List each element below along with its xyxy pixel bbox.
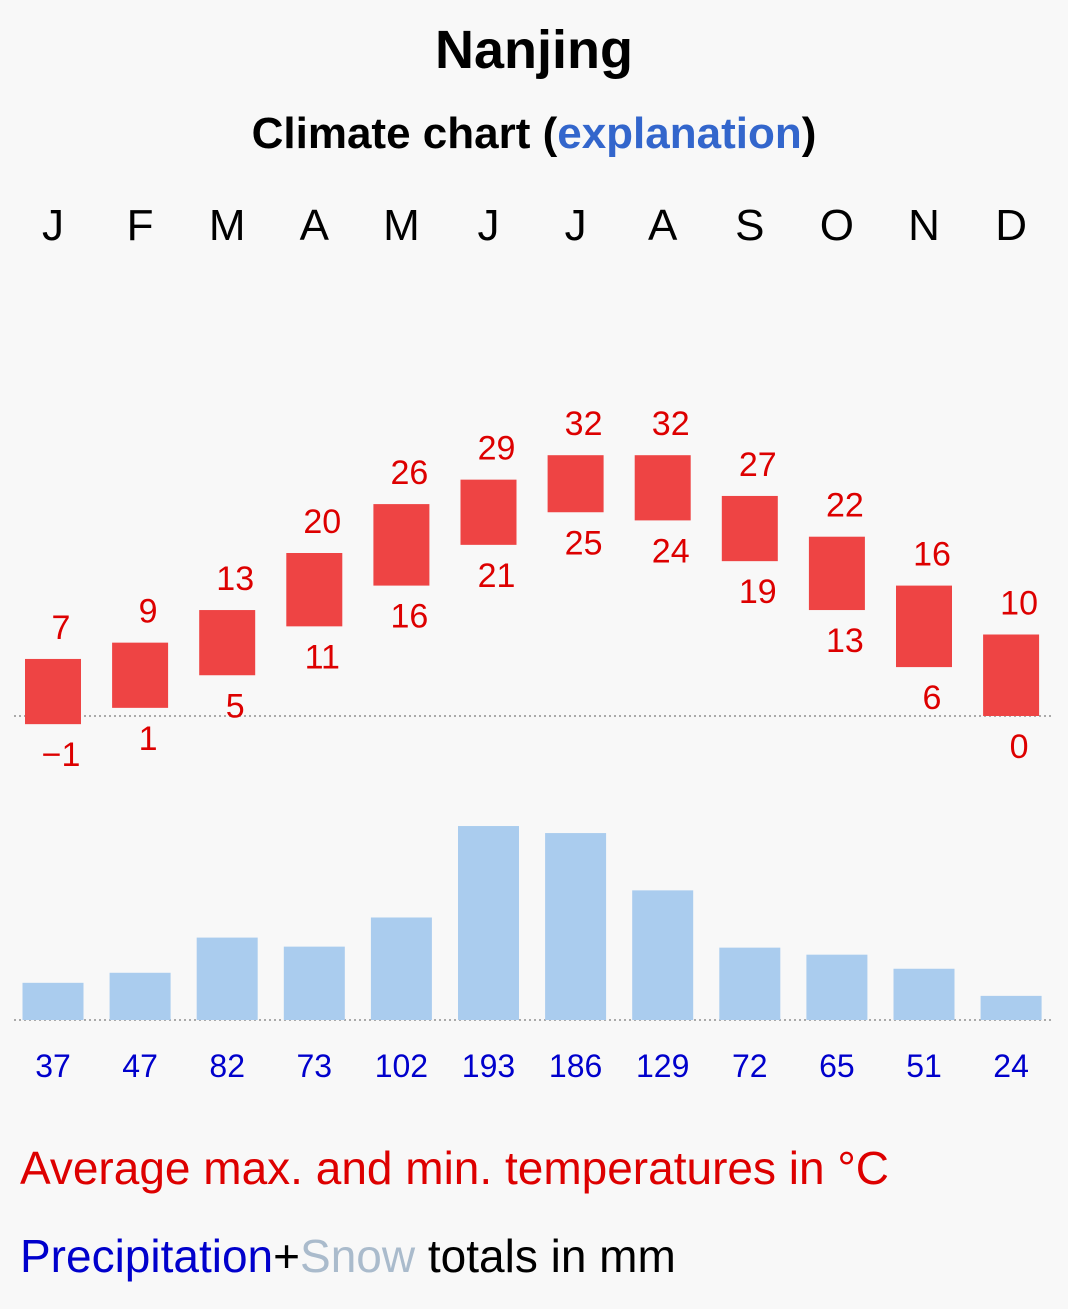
month-label: J xyxy=(565,201,587,250)
precipitation-bar xyxy=(806,954,868,1020)
precipitation-value-label: 193 xyxy=(462,1048,515,1084)
precipitation-bar xyxy=(545,833,607,1020)
precipitation-bar xyxy=(893,968,955,1020)
precipitation-bar xyxy=(109,972,171,1020)
min-temp-label: 1 xyxy=(139,720,158,758)
climate-chart: J7−137F9147M13582A201173M2616102J2921193… xyxy=(14,201,1052,1084)
precipitation-value-label: 24 xyxy=(993,1048,1029,1084)
chart-subtitle: Climate chart (explanation) xyxy=(0,106,1068,162)
precipitation-value-label: 72 xyxy=(732,1048,768,1084)
temperature-bar xyxy=(25,658,81,725)
max-temp-label: 32 xyxy=(652,405,690,443)
max-temp-label: 20 xyxy=(303,503,341,541)
min-temp-label: 6 xyxy=(923,679,942,717)
max-temp-label: 10 xyxy=(1000,585,1038,623)
temperature-bar xyxy=(547,455,604,513)
min-temp-label: 21 xyxy=(478,557,516,595)
temperature-bar xyxy=(896,585,952,668)
temperature-bar xyxy=(286,553,343,627)
temperature-bar xyxy=(721,495,778,562)
max-temp-label: 26 xyxy=(390,454,428,492)
temperature-bar xyxy=(634,455,691,521)
precipitation-value-label: 47 xyxy=(122,1048,158,1084)
max-temp-label: 13 xyxy=(216,560,254,598)
temperature-bar xyxy=(808,536,865,611)
max-temp-label: 29 xyxy=(478,430,516,468)
precipitation-bar xyxy=(283,946,345,1020)
precipitation-bar xyxy=(632,890,694,1020)
temperature-bar xyxy=(199,610,256,676)
precipitation-bar xyxy=(719,947,781,1020)
min-temp-label: 13 xyxy=(826,622,864,660)
min-temp-label: 11 xyxy=(305,638,340,676)
subtitle-suffix: ) xyxy=(801,109,817,158)
explanation-link[interactable]: explanation xyxy=(557,109,802,158)
precipitation-value-label: 102 xyxy=(375,1048,428,1084)
min-temp-label: 5 xyxy=(226,687,245,725)
min-temp-label: 16 xyxy=(390,598,428,636)
precipitation-bar xyxy=(370,917,432,1020)
legend-snow-label: Snow xyxy=(300,1230,416,1282)
max-temp-label: 32 xyxy=(565,405,603,443)
month-label: F xyxy=(127,201,154,250)
legend-plus: + xyxy=(273,1230,301,1282)
precipitation-bar xyxy=(22,982,84,1020)
temperature-bar xyxy=(373,504,430,586)
max-temp-label: 27 xyxy=(739,446,777,484)
precipitation-bar xyxy=(458,826,519,1020)
max-temp-label: 7 xyxy=(52,609,71,647)
min-temp-label: 24 xyxy=(652,532,690,570)
chart-title: Nanjing xyxy=(435,20,633,80)
month-label: A xyxy=(300,201,330,250)
precipitation-value-label: 82 xyxy=(209,1048,245,1084)
temperature-bar xyxy=(983,634,1040,716)
month-label: D xyxy=(995,201,1027,250)
max-temp-label: 9 xyxy=(139,593,158,631)
month-label: O xyxy=(820,201,854,250)
precipitation-bar xyxy=(980,995,1042,1020)
legend-precipitation-label: Precipitation xyxy=(20,1230,274,1282)
precipitation-value-label: 65 xyxy=(819,1048,855,1084)
month-label: J xyxy=(42,201,64,250)
precipitation-value-label: 37 xyxy=(35,1048,71,1084)
precipitation-value-label: 51 xyxy=(906,1048,942,1084)
min-temp-label: −1 xyxy=(42,736,81,774)
subtitle-prefix: Climate chart ( xyxy=(251,109,558,158)
month-label: N xyxy=(908,201,940,250)
max-temp-label: 22 xyxy=(826,487,864,525)
precipitation-value-label: 186 xyxy=(549,1048,602,1084)
month-label: M xyxy=(383,201,420,250)
month-label: J xyxy=(478,201,500,250)
temperature-bar xyxy=(112,642,169,708)
min-temp-label: 25 xyxy=(565,524,603,562)
temperature-bar xyxy=(460,479,517,545)
precipitation-value-label: 129 xyxy=(636,1048,689,1084)
legend-precipitation: Precipitation+Snow totals in mm xyxy=(20,1226,676,1286)
legend-temperature: Average max. and min. temperatures in °C xyxy=(20,1142,889,1194)
min-temp-label: 19 xyxy=(739,573,777,611)
max-temp-label: 16 xyxy=(913,536,951,574)
precipitation-value-label: 73 xyxy=(297,1048,333,1084)
legend-totals-label: totals in mm xyxy=(415,1230,676,1282)
min-temp-label: 0 xyxy=(1010,728,1029,766)
month-label: S xyxy=(735,201,764,250)
month-label: M xyxy=(209,201,246,250)
month-label: A xyxy=(648,201,678,250)
precipitation-bar xyxy=(196,937,258,1020)
